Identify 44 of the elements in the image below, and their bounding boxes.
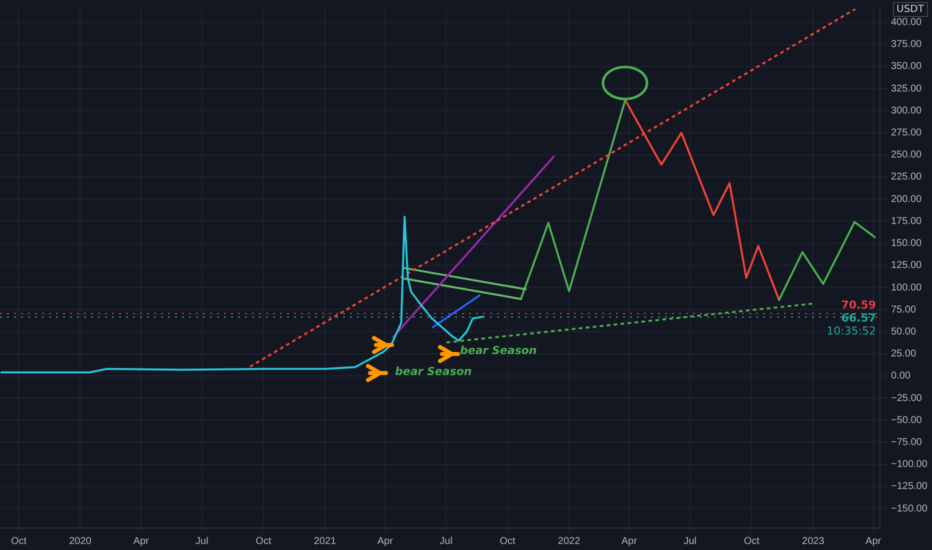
ref-line-label: 70.59 xyxy=(841,298,876,312)
y-tick-label: 50.00 xyxy=(891,326,916,338)
y-tick-label: 150.00 xyxy=(891,238,922,250)
y-tick-label: 250.00 xyxy=(891,150,922,161)
y-axis-title: USDT xyxy=(892,2,928,17)
x-tick-label: Oct xyxy=(500,536,516,547)
y-tick-label: 375.00 xyxy=(891,39,922,50)
x-tick-label: Oct xyxy=(744,536,760,547)
y-tick-label: 0.00 xyxy=(891,370,911,382)
y-tick-label: 25.00 xyxy=(891,348,916,360)
y-tick-label: 300.00 xyxy=(891,105,922,116)
y-tick-label: −25.00 xyxy=(891,392,922,404)
y-tick-label: 350.00 xyxy=(891,61,922,72)
annotation: bear Season xyxy=(460,344,537,357)
x-tick-label: 2022 xyxy=(558,536,581,547)
y-tick-label: 325.00 xyxy=(891,83,922,94)
y-tick-label: −50.00 xyxy=(891,414,922,426)
x-tick-label: Jul xyxy=(440,536,452,547)
y-tick-label: −100.00 xyxy=(891,459,928,470)
x-tick-label: Jul xyxy=(196,536,208,547)
y-tick-label: 400.00 xyxy=(891,17,922,28)
x-tick-label: Apr xyxy=(866,536,882,547)
ref-line-label: 66.57 xyxy=(841,311,876,324)
x-tick-label: Jul xyxy=(684,536,696,547)
x-tick-label: 2023 xyxy=(802,536,825,547)
y-tick-label: 275.00 xyxy=(891,128,922,139)
y-tick-label: 125.00 xyxy=(891,260,922,272)
x-tick-label: Oct xyxy=(256,536,272,547)
y-tick-label: 75.00 xyxy=(891,304,916,316)
x-tick-label: Apr xyxy=(133,536,150,547)
x-tick-label: Oct xyxy=(10,536,27,547)
y-tick-label: −75.00 xyxy=(891,436,922,448)
x-tick-label: Apr xyxy=(377,536,394,547)
y-tick-label: 200.00 xyxy=(891,194,922,205)
y-tick-label: −125.00 xyxy=(891,481,928,492)
y-tick-label: 225.00 xyxy=(891,172,922,183)
annotation: bear Season xyxy=(395,364,472,378)
annotation: 10:35:52 xyxy=(826,324,876,338)
y-tick-label: 175.00 xyxy=(891,216,922,227)
x-tick-label: 2020 xyxy=(69,536,92,547)
y-tick-label: −150.00 xyxy=(891,503,928,514)
x-tick-label: Apr xyxy=(621,536,638,547)
x-tick-label: 2021 xyxy=(314,536,337,547)
y-tick-label: 100.00 xyxy=(891,282,922,294)
